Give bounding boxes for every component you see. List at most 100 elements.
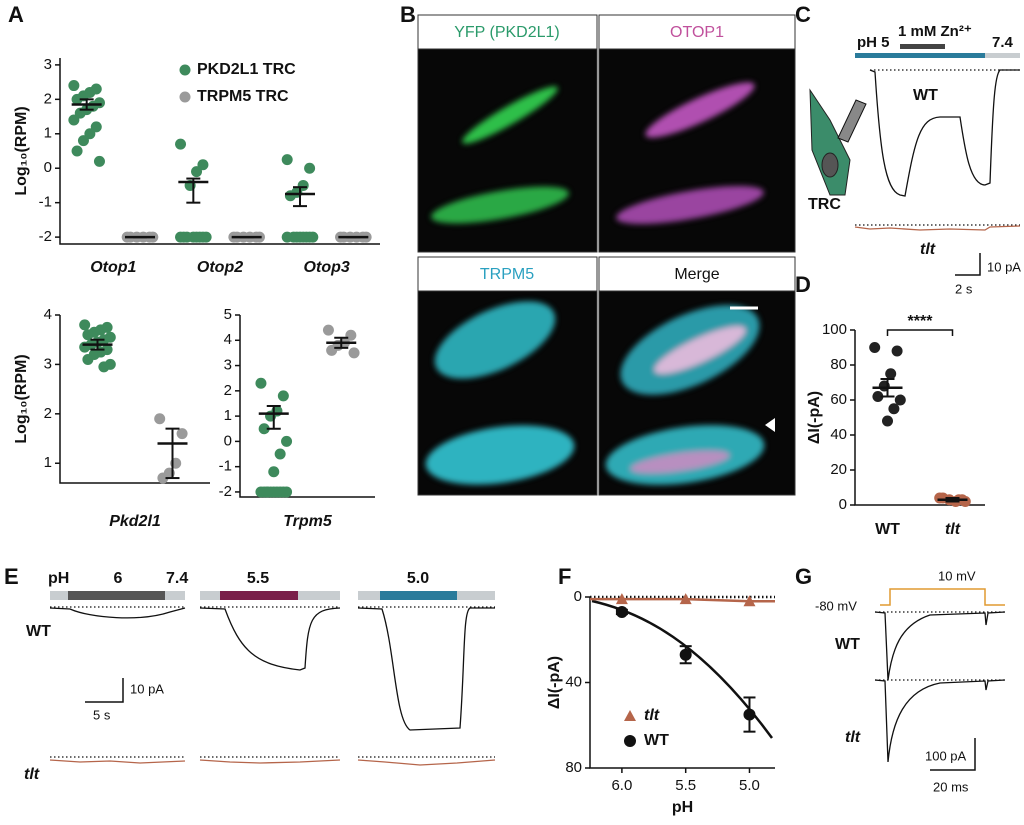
y-tick-label: 3 bbox=[224, 357, 232, 374]
data-point bbox=[291, 231, 303, 243]
x-tick-label: Otop2 bbox=[197, 259, 243, 276]
data-point bbox=[79, 341, 91, 353]
x-tick-label: Pkd2l1 bbox=[109, 513, 161, 530]
legend-label: PKD2L1 TRC bbox=[197, 61, 296, 78]
legend-marker bbox=[624, 735, 636, 747]
y-tick-label: 0 bbox=[224, 432, 232, 449]
legend-label: TRPM5 TRC bbox=[197, 88, 289, 105]
data-point bbox=[281, 231, 293, 243]
y-tick-label: 0 bbox=[574, 588, 582, 605]
x-tick-label: 5.0 bbox=[739, 777, 760, 794]
data-point bbox=[348, 347, 360, 359]
data-point bbox=[869, 342, 881, 353]
y-tick-label: 1 bbox=[44, 125, 52, 142]
y-tick-label: 2 bbox=[224, 382, 232, 399]
image-title: TRPM5 bbox=[480, 266, 534, 283]
y-tick-label: -2 bbox=[219, 483, 232, 500]
data-point bbox=[891, 345, 903, 357]
x-tick-label: Otop1 bbox=[90, 259, 136, 276]
data-point bbox=[322, 324, 334, 336]
y-tick-label: 1 bbox=[44, 454, 52, 471]
label: 5 s bbox=[93, 707, 111, 722]
y-tick-label: 3 bbox=[44, 355, 52, 372]
legend-label: tlt bbox=[644, 707, 660, 724]
legend-marker bbox=[624, 710, 636, 721]
label: 7.4 bbox=[992, 34, 1014, 51]
panel-label: F bbox=[558, 564, 571, 589]
data-point bbox=[68, 114, 80, 126]
data-point bbox=[71, 145, 83, 157]
label: 100 pA bbox=[925, 748, 967, 763]
y-tick-label: 0 bbox=[839, 496, 847, 513]
data-point bbox=[304, 162, 316, 174]
fit-curve bbox=[591, 599, 774, 739]
data-point bbox=[743, 708, 756, 721]
y-tick-label: 60 bbox=[830, 391, 847, 408]
label: 5.5 bbox=[247, 570, 269, 587]
data-point bbox=[157, 472, 169, 484]
data-point bbox=[82, 329, 94, 341]
data-point bbox=[281, 435, 293, 447]
y-tick-label: 100 bbox=[822, 321, 847, 338]
data-point bbox=[615, 593, 628, 605]
label: tlt bbox=[845, 729, 861, 746]
image-title: OTOP1 bbox=[670, 24, 724, 41]
data-point bbox=[197, 159, 209, 171]
image-title: Merge bbox=[674, 266, 719, 283]
y-tick-label: 3 bbox=[44, 56, 52, 73]
data-point bbox=[284, 190, 296, 202]
label: 5.0 bbox=[407, 570, 429, 587]
panel-label: G bbox=[795, 564, 812, 589]
image-grid: YFP (PKD2L1) OTOP1 TRPM5 Merge bbox=[417, 14, 796, 496]
data-point bbox=[175, 231, 187, 243]
data-point bbox=[679, 648, 692, 661]
data-point bbox=[90, 121, 102, 133]
data-point bbox=[281, 154, 293, 166]
y-tick-label: -1 bbox=[219, 458, 232, 475]
x-tick-label: Otop3 bbox=[304, 259, 350, 276]
label: 10 mV bbox=[938, 568, 976, 583]
panel-label: C bbox=[795, 2, 811, 27]
label: pH bbox=[48, 570, 69, 587]
y-tick-label: -1 bbox=[39, 194, 52, 211]
annotation: **** bbox=[908, 313, 934, 330]
label: 1 mM Zn²⁺ bbox=[898, 23, 972, 40]
data-point bbox=[258, 423, 270, 435]
y-axis-label: Log₁₀(RPM) bbox=[13, 106, 30, 195]
data-point bbox=[68, 80, 80, 92]
data-point bbox=[77, 135, 89, 147]
data-point bbox=[885, 368, 897, 380]
bracket bbox=[886, 329, 954, 336]
panel-label: E bbox=[4, 564, 19, 589]
data-point bbox=[82, 353, 94, 365]
legend-marker bbox=[179, 64, 191, 76]
data-point bbox=[888, 403, 900, 415]
label: WT bbox=[835, 636, 860, 653]
legend-marker bbox=[179, 91, 191, 103]
data-point bbox=[93, 155, 105, 167]
axis bbox=[59, 58, 380, 245]
y-axis-label: ΔI(-pA) bbox=[546, 656, 563, 709]
label: 2 s bbox=[955, 281, 973, 296]
data-point bbox=[268, 466, 280, 478]
y-tick-label: 20 bbox=[830, 461, 847, 478]
y-tick-label: 40 bbox=[830, 426, 847, 443]
data-point bbox=[71, 93, 83, 105]
label: 10 pA bbox=[987, 259, 1021, 274]
data-point bbox=[191, 231, 203, 243]
y-tick-label: -2 bbox=[39, 228, 52, 245]
data-point bbox=[176, 428, 188, 440]
axis bbox=[854, 330, 985, 506]
data-point bbox=[277, 390, 289, 402]
y-tick-label: 0 bbox=[44, 159, 52, 176]
y-tick-label: 80 bbox=[830, 356, 847, 373]
x-tick-label: Trpm5 bbox=[283, 513, 333, 530]
data-point bbox=[679, 593, 692, 605]
panel-label: A bbox=[8, 2, 24, 27]
data-point bbox=[98, 361, 110, 373]
panel-label: B bbox=[400, 2, 416, 27]
data-point bbox=[191, 166, 203, 178]
y-axis-label: ΔI(-pA) bbox=[806, 391, 823, 444]
y-tick-label: 40 bbox=[565, 673, 582, 690]
